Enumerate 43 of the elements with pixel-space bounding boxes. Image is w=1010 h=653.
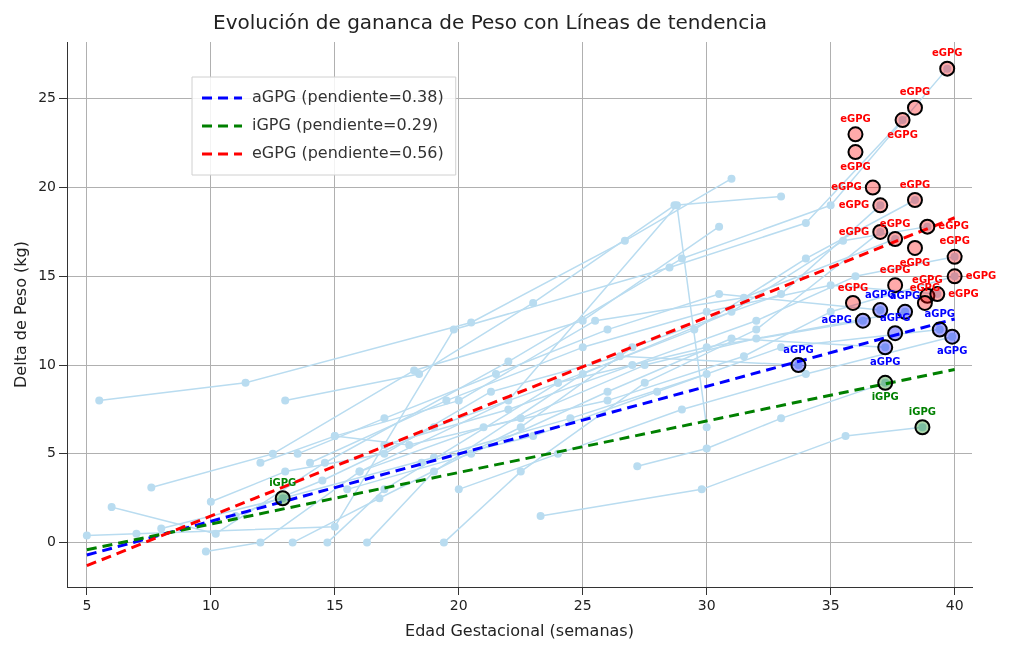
x-tick-label: 5 [82,597,92,614]
y-tick-label: 10 [38,355,57,372]
y-axis-title: Delta de Peso (kg) [10,241,30,388]
x-axis-title: Edad Gestacional (semanas) [405,620,634,640]
data-label: aGPG [821,314,852,326]
x-tick-label: 30 [697,597,716,614]
y-tick-label: 15 [38,266,57,283]
y-tick-label: 20 [38,178,57,195]
x-tick-label: 20 [449,597,468,614]
y-tick-label: 5 [47,444,57,461]
x-tick-label: 35 [821,597,840,614]
data-label: eGPG [899,178,931,190]
chart-title: Evolución de gananca de Peso con Líneas de tendencia [213,10,767,35]
data-label: eGPG [837,281,869,293]
x-tick-label: 25 [573,597,592,614]
data-label: aGPG [936,345,968,357]
data-label: eGPG [931,47,963,59]
y-tick-label: 0 [47,533,57,550]
data-label: eGPG [938,220,969,232]
data-label: eGPG [887,128,918,140]
data-label: eGPG [965,269,997,281]
data-label: eGPG [838,198,870,210]
data-label: eGPG [939,235,970,247]
data-label: iGPG [871,391,899,403]
data-label: aGPG [783,343,814,355]
data-label: eGPG [840,160,871,172]
data-label: iGPG [269,476,297,488]
y-tick-label: 25 [38,89,57,106]
data-label: eGPG [838,225,870,237]
legend-label: eGPG (pendiente=0.56) [252,143,444,163]
legend-label: aGPG (pendiente=0.38) [252,87,444,107]
data-label: eGPG [948,287,979,299]
data-label: aGPG [869,355,901,367]
x-tick-label: 40 [945,597,964,614]
data-label: aGPG [924,308,956,320]
data-label: iGPG [908,405,937,417]
data-label: eGPG [831,181,862,193]
x-tick-label: 10 [201,597,220,614]
data-label: eGPG [879,217,911,229]
legend-label: iGPG (pendiente=0.29) [252,115,439,135]
data-label: eGPG [840,112,871,124]
data-label: eGPG [899,86,931,98]
x-tick-label: 15 [325,597,344,614]
